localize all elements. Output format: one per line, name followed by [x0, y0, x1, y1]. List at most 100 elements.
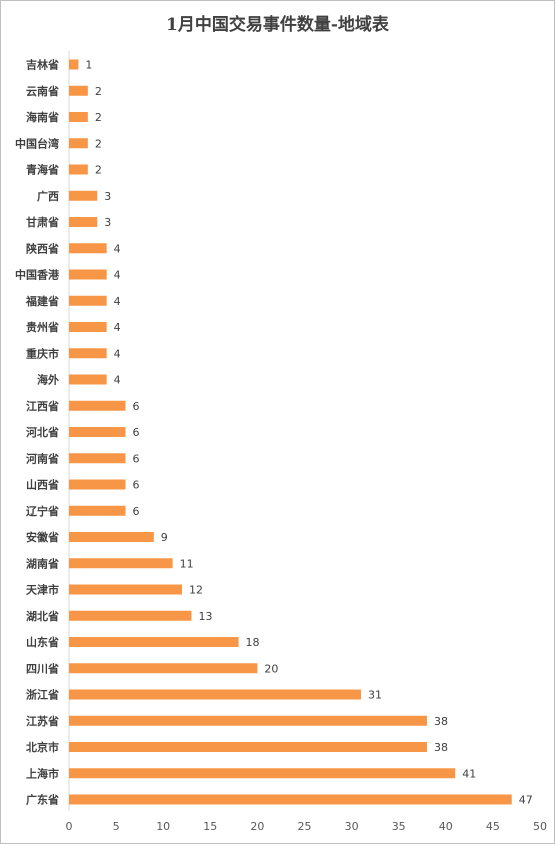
bar: [69, 715, 427, 726]
data-label: 38: [434, 715, 448, 728]
bar: [69, 322, 107, 332]
category-label: 辽宁省: [26, 504, 59, 518]
bar: [69, 610, 192, 621]
data-label: 2: [95, 137, 102, 150]
bar: [69, 400, 126, 411]
data-label: 4: [114, 295, 121, 308]
data-label: 3: [104, 190, 111, 203]
category-label: 北京市: [26, 740, 59, 754]
data-label: 4: [114, 269, 121, 282]
bar: [69, 689, 362, 700]
data-label: 2: [95, 164, 102, 177]
category-label: 重庆市: [26, 346, 59, 360]
bar: [69, 768, 456, 779]
data-label: 20: [264, 662, 278, 675]
category-label: 江西省: [26, 399, 59, 413]
data-label: 38: [434, 741, 448, 754]
bar: [69, 663, 258, 674]
category-label: 海南省: [26, 110, 59, 124]
category-label: 湖南省: [26, 556, 59, 570]
bar: [69, 59, 79, 70]
bar: [69, 794, 512, 805]
data-label: 6: [133, 452, 140, 465]
data-label: 4: [114, 374, 121, 387]
data-label: 4: [114, 321, 121, 334]
chart-title: 1月中国交易事件数量-地域表: [166, 15, 389, 35]
data-label: 11: [180, 557, 194, 570]
data-label: 6: [133, 479, 140, 492]
category-label: 天津市: [26, 583, 59, 597]
category-label: 中国台湾: [15, 136, 59, 150]
category-label: 安徽省: [26, 530, 59, 544]
x-tick-label: 20: [250, 820, 264, 833]
data-label: 2: [95, 111, 102, 124]
bar: [69, 453, 126, 464]
data-label: 1: [85, 59, 92, 72]
data-label: 13: [198, 610, 212, 623]
bar: [69, 269, 107, 280]
bar: [69, 532, 154, 542]
category-label: 广西: [37, 189, 59, 203]
bar: [69, 427, 126, 437]
x-tick-label: 35: [392, 820, 406, 833]
category-label: 四川省: [26, 661, 59, 675]
category-label: 吉林省: [26, 58, 59, 72]
x-tick-label: 30: [345, 820, 359, 833]
category-label: 福建省: [25, 294, 59, 308]
data-label: 9: [161, 531, 168, 544]
bar: [69, 374, 107, 385]
data-label: 6: [133, 426, 140, 439]
category-label: 甘肃省: [26, 215, 59, 229]
bar: [69, 637, 239, 647]
category-label: 青海省: [26, 163, 59, 177]
bar: [69, 742, 427, 752]
bar: [69, 295, 107, 306]
x-tick-label: 50: [533, 820, 547, 833]
data-label: 31: [368, 689, 382, 702]
category-label: 河北省: [26, 425, 59, 439]
x-tick-label: 25: [298, 820, 312, 833]
data-label: 4: [114, 242, 121, 255]
bar: [69, 112, 88, 122]
bar: [69, 479, 126, 490]
bar: [69, 138, 88, 149]
bar: [69, 164, 88, 175]
category-label: 浙江省: [26, 688, 59, 702]
category-label: 湖北省: [26, 609, 59, 623]
bar: [69, 558, 173, 569]
x-tick-label: 0: [66, 820, 73, 833]
data-label: 47: [519, 794, 533, 807]
data-label: 2: [95, 85, 102, 98]
data-label: 41: [462, 767, 476, 780]
bar: [69, 217, 98, 227]
category-label: 云南省: [26, 84, 59, 98]
data-label: 3: [104, 216, 111, 229]
x-tick-label: 40: [439, 820, 453, 833]
bar: [69, 505, 126, 516]
data-label: 12: [189, 584, 203, 597]
category-label: 贵州省: [26, 320, 59, 334]
data-label: 6: [133, 400, 140, 413]
data-label: 18: [246, 636, 260, 649]
category-label: 江苏省: [26, 714, 59, 728]
x-tick-label: 45: [486, 820, 500, 833]
category-label: 河南省: [26, 451, 59, 465]
x-tick-label: 10: [156, 820, 170, 833]
data-label: 6: [133, 505, 140, 518]
bar: [69, 584, 183, 595]
category-label: 山西省: [26, 478, 59, 492]
category-label: 海外: [37, 373, 59, 387]
x-tick-label: 5: [113, 820, 120, 833]
category-label: 山东省: [26, 635, 59, 649]
category-label: 陕西省: [26, 241, 59, 255]
bar: [69, 348, 107, 359]
category-label: 上海市: [26, 766, 59, 780]
bar: [69, 85, 88, 96]
bar: [69, 243, 107, 254]
category-label: 中国香港: [15, 268, 60, 282]
data-label: 4: [114, 347, 121, 360]
x-tick-label: 15: [203, 820, 217, 833]
category-label: 广东省: [26, 793, 59, 807]
